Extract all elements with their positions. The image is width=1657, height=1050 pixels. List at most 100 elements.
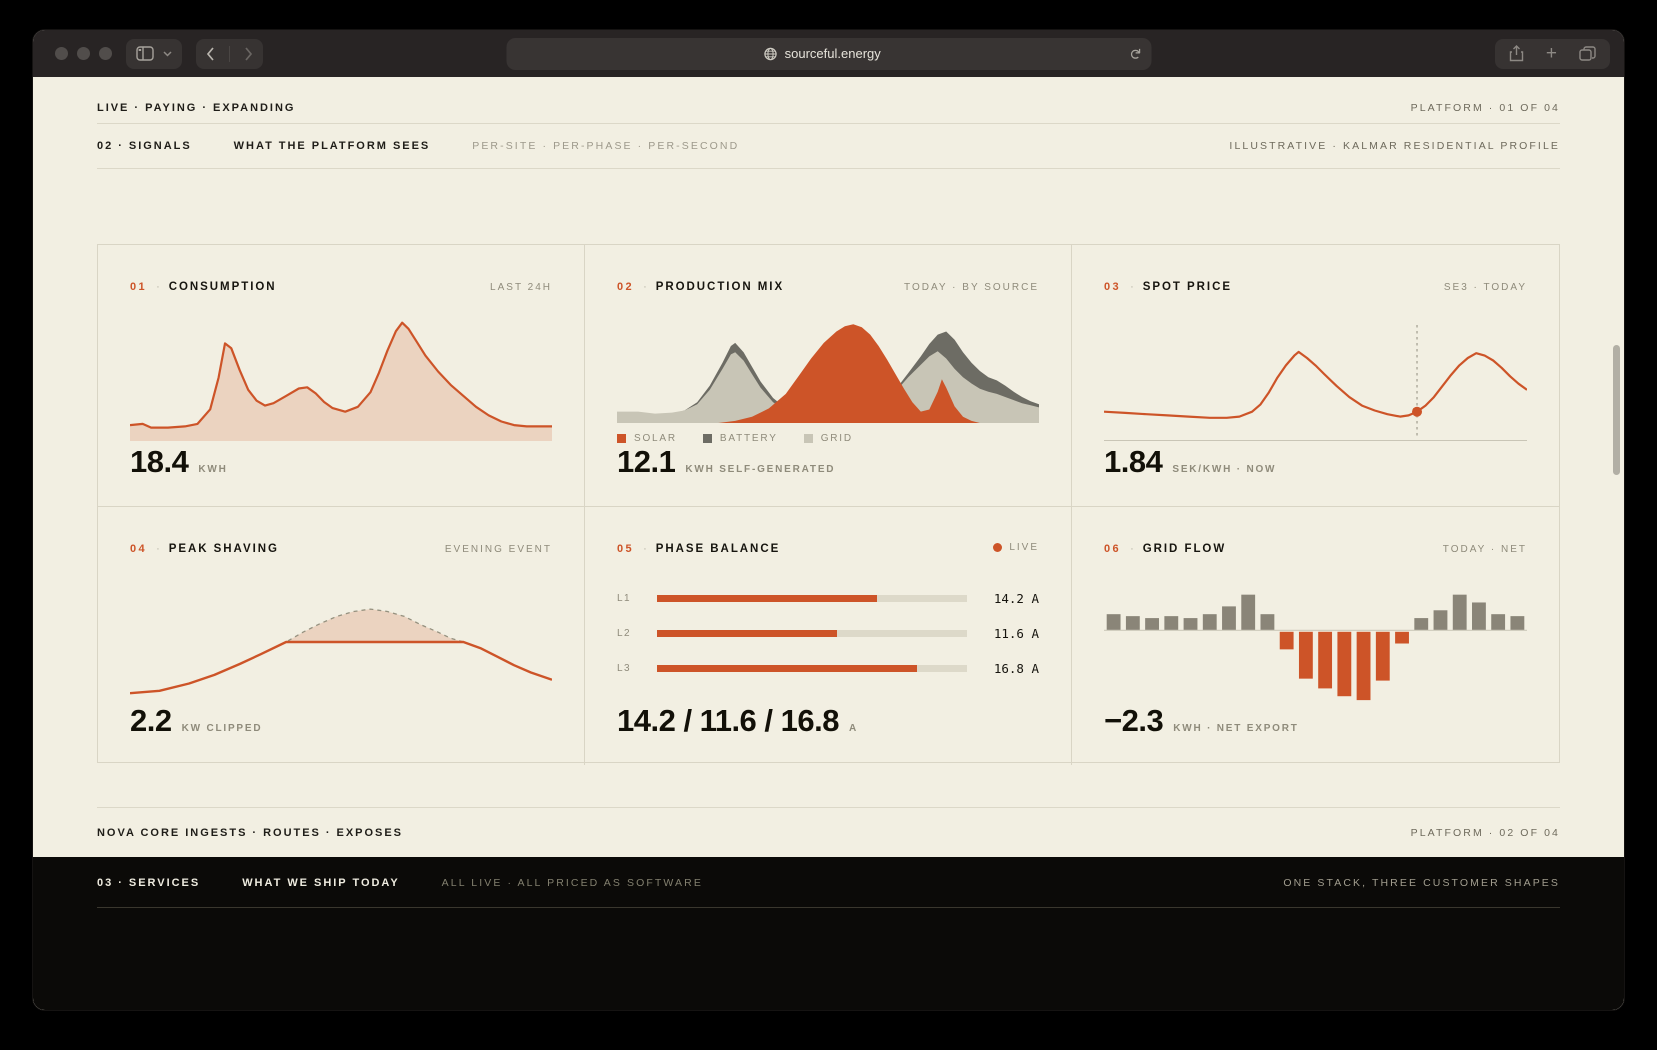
card-meta: TODAY · BY SOURCE — [904, 282, 1039, 293]
phase-row: L2 11.6 A — [617, 626, 1039, 641]
platform-progress: PLATFORM · 01 OF 04 — [1410, 102, 1560, 114]
card-title: PHASE BALANCE — [655, 543, 781, 555]
address-bar-center: sourceful.energy — [516, 46, 1128, 61]
legend-label: GRID — [820, 433, 853, 444]
section-note: ILLUSTRATIVE · KALMAR RESIDENTIAL PROFIL… — [1229, 140, 1560, 152]
browser-window: sourceful.energy ↻ + LIVE · PAYING · EXP… — [33, 30, 1624, 1010]
traffic-lights — [55, 47, 112, 60]
separator: · — [1130, 281, 1134, 293]
card-meta: LAST 24H — [490, 282, 552, 293]
card-value: 12.1 — [617, 444, 676, 479]
phase-fill — [657, 630, 837, 637]
footer-subtitle: ALL LIVE · ALL PRICED AS SOFTWARE — [441, 877, 703, 889]
card-index: 01 — [130, 281, 148, 293]
card-unit: KWH SELF-GENERATED — [685, 464, 836, 475]
legend-solar: SOLAR — [617, 433, 677, 444]
status-left: LIVE · PAYING · EXPANDING — [97, 102, 296, 114]
card-index: 04 — [130, 543, 148, 555]
footer-note: ONE STACK, THREE CUSTOMER SHAPES — [1283, 877, 1560, 889]
phase-track — [657, 665, 967, 672]
card-value: 1.84 — [1104, 444, 1163, 479]
top-statusbar: LIVE · PAYING · EXPANDING PLATFORM · 01 … — [97, 93, 1560, 123]
live-dot-icon — [993, 543, 1003, 552]
separator: · — [643, 281, 647, 293]
card-value: 18.4 — [130, 444, 189, 479]
card-title: CONSUMPTION — [168, 281, 277, 293]
back-icon[interactable] — [206, 46, 215, 61]
spot-price-chart — [1104, 319, 1527, 441]
grid-flow-chart — [1104, 581, 1527, 703]
footer-title: WHAT WE SHIP TODAY — [242, 877, 400, 889]
page-content: LIVE · PAYING · EXPANDING PLATFORM · 01 … — [33, 77, 1624, 1010]
nav-divider — [229, 45, 230, 62]
phase-row: L3 16.8 A — [617, 661, 1039, 676]
bottom-statusbar: NOVA CORE INGESTS · ROUTES · EXPOSES PLA… — [97, 807, 1560, 857]
card-title: SPOT PRICE — [1142, 281, 1232, 293]
zoom-button[interactable] — [99, 47, 112, 60]
refresh-icon[interactable]: ↻ — [1125, 47, 1143, 60]
card-value: 2.2 — [130, 703, 172, 738]
production-legend: SOLAR BATTERY GRID — [617, 433, 1039, 444]
toolbar-right-buttons: + — [1494, 38, 1610, 69]
divider — [97, 168, 1560, 169]
legend-label: BATTERY — [719, 433, 778, 444]
peak-shaving-chart — [130, 581, 552, 703]
separator: · — [1130, 543, 1134, 555]
legend-grid: GRID — [803, 433, 853, 444]
new-tab-icon[interactable]: + — [1545, 43, 1557, 64]
phase-fill — [657, 595, 878, 602]
card-meta: SE3 · TODAY — [1443, 282, 1527, 293]
solar-swatch — [617, 434, 626, 443]
card-grid-flow: 06 · GRID FLOW TODAY · NET −2.3 KWH · NET … — [1072, 507, 1559, 765]
separator: · — [156, 281, 160, 293]
divider — [97, 123, 1560, 124]
phase-label: L3 — [617, 663, 631, 674]
card-title: GRID FLOW — [1142, 543, 1227, 555]
card-spot-price: 03 · SPOT PRICE SE3 · TODAY 1.84 SEK/KWH ·… — [1072, 245, 1559, 507]
phase-value: 11.6 A — [993, 626, 1039, 641]
card-index: 05 — [617, 543, 635, 555]
card-value: −2.3 — [1104, 703, 1164, 738]
bottom-left: NOVA CORE INGESTS · ROUTES · EXPOSES — [97, 826, 403, 839]
grid-swatch — [803, 434, 813, 443]
footer-divider — [97, 907, 1560, 908]
phase-label: L2 — [617, 628, 631, 639]
battery-swatch — [702, 434, 712, 443]
services-footer: 03 · SERVICES WHAT WE SHIP TODAY ALL LIV… — [33, 857, 1624, 1010]
card-consumption: 01 · CONSUMPTION LAST 24H 18.4 KWH — [98, 245, 585, 507]
phase-label: L1 — [617, 593, 631, 604]
section-title: WHAT THE PLATFORM SEES — [233, 140, 431, 152]
card-title: PRODUCTION MIX — [655, 281, 785, 293]
phase-track — [657, 595, 967, 602]
live-label: LIVE — [1009, 542, 1039, 553]
close-button[interactable] — [55, 47, 68, 60]
card-production-mix: 02 · PRODUCTION MIX TODAY · BY SOURCE SOLA… — [585, 245, 1072, 507]
sidebar-toggle-button[interactable] — [126, 38, 182, 69]
minimize-button[interactable] — [77, 47, 90, 60]
card-unit: KWH — [198, 464, 228, 475]
section-header: 02 · SIGNALS WHAT THE PLATFORM SEES PER-… — [97, 124, 1560, 168]
card-meta: TODAY · NET — [1442, 544, 1527, 555]
live-badge: LIVE — [993, 542, 1039, 553]
phase-row: L1 14.2 A — [617, 591, 1039, 606]
card-unit: KW CLIPPED — [181, 723, 263, 734]
card-phase-balance: 05 · PHASE BALANCE LIVE L1 14.2 A L2 11.6 A L3… — [585, 507, 1072, 765]
chevron-down-icon — [163, 50, 172, 57]
url-text: sourceful.energy — [784, 46, 881, 61]
nav-buttons — [196, 38, 263, 69]
card-meta: EVENING EVENT — [444, 544, 552, 555]
sidebar-icon — [136, 46, 154, 61]
address-bar[interactable]: sourceful.energy ↻ — [506, 37, 1151, 70]
scrollbar-thumb[interactable] — [1613, 345, 1620, 475]
phase-fill — [657, 665, 918, 672]
card-value: 14.2 / 11.6 / 16.8 — [617, 703, 839, 738]
signals-grid: 01 · CONSUMPTION LAST 24H 18.4 KWH 02 · PROD… — [97, 244, 1560, 765]
tab-overview-icon[interactable] — [1579, 46, 1596, 61]
card-unit: SEK/KWH · NOW — [1172, 464, 1277, 475]
forward-icon[interactable] — [244, 46, 253, 61]
card-index: 03 — [1104, 281, 1122, 293]
card-index: 06 — [1104, 543, 1122, 555]
bottom-platform-progress: PLATFORM · 02 OF 04 — [1410, 826, 1560, 839]
phase-value: 16.8 A — [993, 661, 1039, 676]
share-icon[interactable] — [1509, 45, 1524, 62]
